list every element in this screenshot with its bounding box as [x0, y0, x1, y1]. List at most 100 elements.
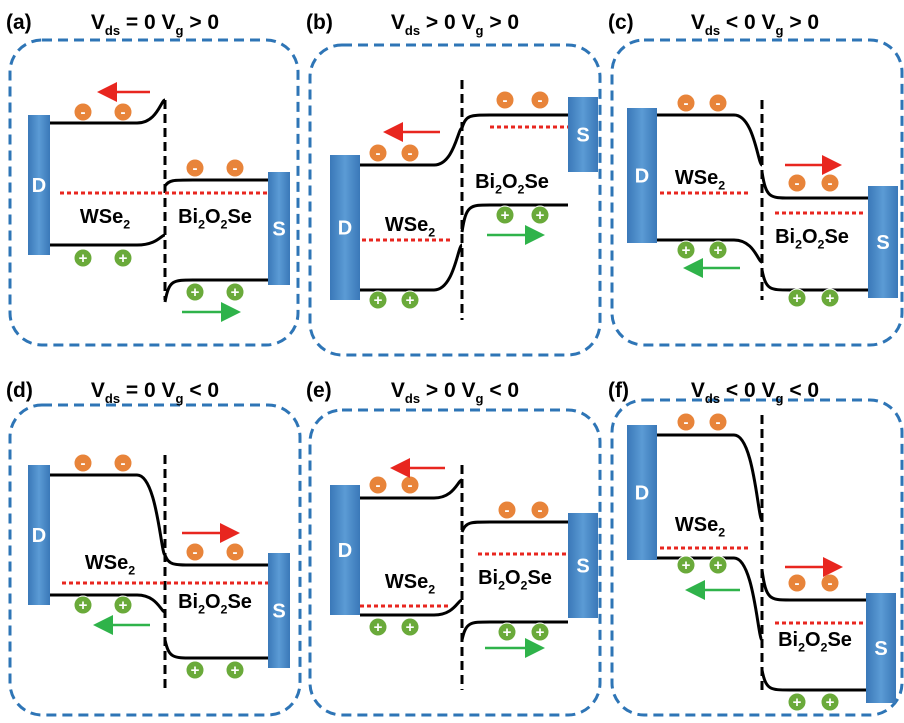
- source-electrode-label: S: [576, 556, 589, 578]
- right-material: Bi2O2Se: [778, 629, 852, 655]
- band-edge: [50, 100, 165, 123]
- hole-sign: +: [231, 284, 240, 301]
- hole-sign: +: [374, 292, 383, 309]
- panel-title-part: > 0: [784, 11, 820, 34]
- drain-electrode-label: D: [338, 218, 352, 240]
- left-material-part: 2: [428, 583, 435, 597]
- right-material-part: Bi: [178, 206, 198, 228]
- band-diagram: (a)Vds = 0 Vg > 0DS----++++WSe2Bi2O2Se(b…: [0, 0, 904, 723]
- left-material-part: 2: [128, 564, 135, 578]
- band-edge: [657, 558, 762, 640]
- electron-sign: -: [193, 544, 198, 561]
- left-material: WSe2: [85, 552, 135, 578]
- panel-title: Vds = 0 Vg < 0: [91, 379, 219, 406]
- right-material-part: Se: [827, 629, 851, 651]
- panel-title: Vds < 0 Vg < 0: [691, 379, 819, 406]
- band-edge: [762, 172, 868, 198]
- right-material-part: O: [805, 629, 821, 651]
- left-material: WSe2: [675, 514, 725, 540]
- band-edge: [50, 595, 165, 612]
- right-material: Bi2O2Se: [178, 206, 252, 232]
- panel-title-part: = 0 V: [120, 379, 175, 402]
- panel-label: (a): [6, 11, 32, 34]
- panel-label: (d): [6, 379, 33, 402]
- right-material-part: Bi: [478, 567, 498, 589]
- panel-title-part: ds: [105, 23, 120, 38]
- electron-sign: -: [828, 575, 833, 592]
- hole-sign: +: [682, 557, 691, 574]
- hole-sign: +: [79, 597, 88, 614]
- panel-title-part: < 0: [484, 379, 520, 402]
- right-material: Bi2O2Se: [478, 567, 552, 593]
- electron-sign: -: [81, 104, 86, 121]
- electron-sign: -: [684, 95, 689, 112]
- panel-title: Vds = 0 Vg > 0: [91, 11, 219, 38]
- hole-sign: +: [119, 250, 128, 267]
- right-material-part: O: [802, 226, 818, 248]
- panel-title-part: g: [476, 391, 484, 406]
- left-material: WSe2: [80, 206, 130, 232]
- electron-sign: -: [81, 455, 86, 472]
- panel-frame: [10, 405, 300, 715]
- band-edge: [762, 570, 866, 600]
- electron-sign: -: [505, 502, 510, 519]
- electron-sign: -: [716, 95, 721, 112]
- right-material-part: Bi: [775, 226, 795, 248]
- panel-title-part: V: [391, 11, 405, 34]
- panel-title: Vds > 0 Vg > 0: [391, 11, 519, 38]
- hole-sign: +: [714, 242, 723, 259]
- panel-title-part: g: [776, 23, 784, 38]
- band-edge: [762, 270, 868, 290]
- left-material-part: WSe: [385, 214, 428, 236]
- right-material-part: Se: [824, 226, 848, 248]
- hole-sign: +: [536, 624, 545, 641]
- left-material: WSe2: [675, 167, 725, 193]
- electron-sign: -: [376, 477, 381, 494]
- panel-title-part: < 0 V: [720, 11, 775, 34]
- band-edge: [50, 235, 165, 245]
- electron-sign: -: [121, 455, 126, 472]
- band-edge: [50, 475, 165, 555]
- drain-electrode-label: D: [32, 525, 46, 547]
- left-material-part: WSe: [385, 571, 428, 593]
- electron-sign: -: [684, 414, 689, 431]
- panel-title-part: V: [691, 11, 705, 34]
- right-material-part: Se: [524, 171, 548, 193]
- panel-title-part: g: [176, 23, 184, 38]
- hole-sign: +: [536, 207, 545, 224]
- panel-title-part: ds: [705, 23, 720, 38]
- right-material-part: O: [205, 206, 221, 228]
- band-edge: [657, 435, 762, 520]
- band-edge: [657, 115, 762, 165]
- hole-sign: +: [682, 242, 691, 259]
- panel-label: (e): [306, 379, 332, 402]
- source-electrode-label: S: [576, 125, 589, 147]
- band-edge: [762, 670, 866, 690]
- panel-label: (f): [608, 379, 629, 402]
- right-material-part: Se: [227, 206, 251, 228]
- panel-title-part: = 0 V: [120, 11, 175, 34]
- electron-sign: -: [795, 175, 800, 192]
- panel-title-part: g: [176, 391, 184, 406]
- right-material-part: O: [505, 567, 521, 589]
- hole-sign: +: [826, 290, 835, 307]
- electron-sign: -: [795, 575, 800, 592]
- band-edge: [360, 245, 462, 290]
- drain-electrode-label: D: [635, 483, 649, 505]
- hole-sign: +: [406, 292, 415, 309]
- right-material-part: Se: [227, 591, 251, 613]
- hole-sign: +: [503, 624, 512, 641]
- panel-title-part: V: [91, 379, 105, 402]
- electron-sign: -: [408, 477, 413, 494]
- electron-sign: -: [538, 502, 543, 519]
- electron-sign: -: [828, 175, 833, 192]
- drain-electrode-label: D: [338, 540, 352, 562]
- left-material-part: WSe: [85, 552, 128, 574]
- hole-sign: +: [79, 250, 88, 267]
- panel-title-part: ds: [105, 391, 120, 406]
- hole-sign: +: [714, 557, 723, 574]
- electron-sign: -: [376, 145, 381, 162]
- band-edge: [165, 640, 268, 658]
- panel-title-part: g: [776, 391, 784, 406]
- left-material-part: 2: [428, 226, 435, 240]
